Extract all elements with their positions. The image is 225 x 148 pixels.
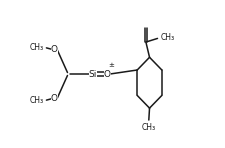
Text: CH₃: CH₃ [142, 123, 156, 132]
Text: ±: ± [108, 62, 114, 67]
Text: Si: Si [89, 70, 97, 78]
Text: O: O [51, 45, 58, 54]
Text: CH₃: CH₃ [30, 43, 44, 52]
Text: O: O [51, 94, 58, 103]
Text: CH₃: CH₃ [161, 33, 175, 42]
Text: O: O [104, 70, 111, 78]
Text: CH₃: CH₃ [30, 96, 44, 105]
